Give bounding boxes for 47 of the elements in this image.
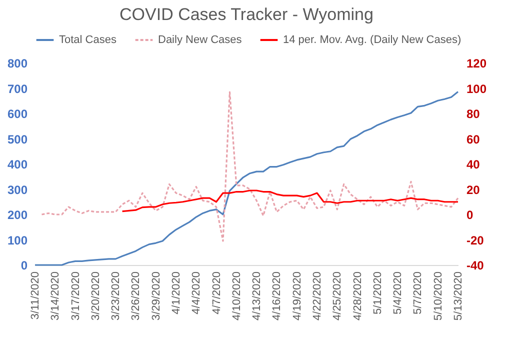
- y2-tick-label: 0: [466, 208, 474, 222]
- x-tick-label: 4/13/2020: [251, 272, 264, 320]
- y-tick-label: 200: [7, 208, 28, 222]
- line-series: [40, 91, 459, 242]
- legend-label: Daily New Cases: [158, 34, 242, 46]
- x-tick-label: 5/13/2020: [452, 272, 464, 320]
- y2-tick-label: -20: [466, 233, 484, 248]
- y-tick-label: 700: [7, 82, 28, 96]
- line-series: [34, 90, 459, 266]
- x-tick-label: 4/7/2020: [210, 272, 223, 314]
- x-tick-label: 3/23/2020: [110, 272, 122, 320]
- x-tick-label: 5/7/2020: [412, 272, 424, 314]
- y2-tick-label: 20: [466, 182, 480, 197]
- x-tick-label: 5/10/2020: [432, 272, 444, 320]
- x-tick-label: 5/4/2020: [392, 272, 404, 314]
- x-tick-label: 4/28/2020: [352, 272, 364, 320]
- legend-label: 14 per. Mov. Avg. (Daily New Cases): [283, 34, 462, 46]
- x-tick-label: 3/11/2020: [30, 272, 42, 320]
- y-tick-label: 400: [7, 158, 28, 172]
- x-tick-label: 3/17/2020: [70, 272, 82, 320]
- x-tick-label: 4/25/2020: [332, 272, 344, 320]
- x-tick-label: 4/1/2020: [170, 272, 182, 314]
- x-tick-label: 4/16/2020: [271, 272, 284, 320]
- x-tick-label: 3/14/2020: [50, 272, 62, 320]
- legend-label: Total Cases: [59, 34, 117, 46]
- y2-tick-label: 40: [466, 158, 480, 172]
- y-tick-label: 300: [7, 182, 28, 197]
- y2-tick-label: -40: [466, 258, 484, 272]
- y-tick-label: 500: [7, 132, 28, 146]
- y-tick-label: 800: [7, 56, 28, 70]
- x-tick-label: 4/19/2020: [291, 272, 304, 320]
- x-tick-label: 4/4/2020: [190, 272, 203, 314]
- chart-title: COVID Cases Tracker - Wyoming: [120, 5, 374, 24]
- x-tick-label: 4/10/2020: [230, 272, 243, 320]
- y2-tick-label: 80: [466, 107, 480, 121]
- x-tick-label: 3/26/2020: [130, 272, 142, 320]
- y-tick-label: 600: [7, 107, 28, 121]
- x-tick-label: 4/22/2020: [312, 272, 324, 320]
- y-tick-label: 0: [20, 258, 28, 272]
- line-series: [121, 190, 459, 212]
- y2-tick-label: 100: [466, 82, 487, 96]
- y2-tick-label: 60: [466, 132, 480, 146]
- y2-tick-label: 120: [466, 56, 487, 70]
- x-tick-label: 3/29/2020: [150, 272, 162, 320]
- y-tick-label: 100: [7, 233, 28, 248]
- x-tick-label: 5/1/2020: [372, 272, 384, 314]
- x-tick-label: 3/20/2020: [90, 272, 102, 320]
